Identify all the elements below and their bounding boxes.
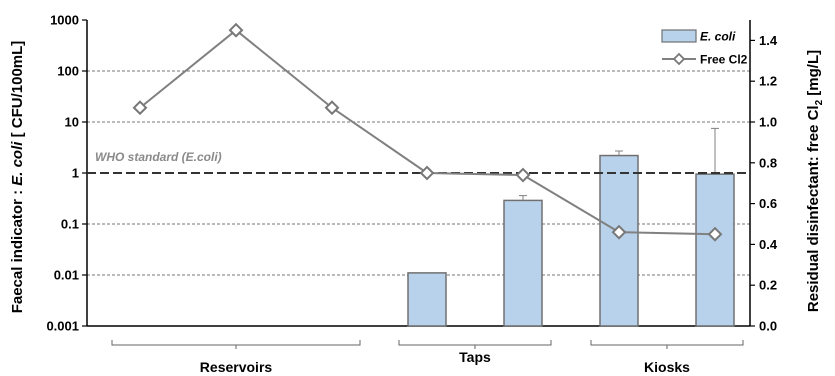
y-left-tick-label: 0.1 [61,217,79,232]
legend-label-free-cl2: Free Cl2 [700,53,748,67]
y-left-tick-label: 10 [65,115,79,130]
y-left-tick-label: 1 [72,166,79,181]
y-right-axis-title: Residual disinfectant: free Cl2 [mg/L] [805,50,825,312]
free-cl2-point [707,226,723,242]
free-cl2-point [515,167,531,183]
group-label: Reservoirs [200,359,273,375]
y-left-title-part: E. coli [9,141,26,186]
ecoli-bar [695,173,735,327]
free-cl2-point [611,224,627,240]
group-label: Taps [459,349,491,365]
y-left-tick-label: 100 [57,64,79,79]
y-right-tick-label: 0.2 [759,278,777,293]
free-cl2-point [419,165,435,181]
y-right-tick-label: 0.4 [759,237,778,252]
y-right-tick-label: 0.0 [759,319,777,334]
y-right-title-part: [mg/L] [805,50,822,100]
ecoli-bar [503,199,543,327]
group-bracket [111,340,361,346]
free-cl2-point [324,100,340,116]
y-right-tick-label: 1.4 [759,33,778,48]
ecoli-bar [407,272,447,327]
y-right-title-part: Residual disinfectant: free Cl [805,105,822,312]
y-left-title-part: Faecal indicator : [9,186,26,314]
group-bracket [590,340,744,346]
who-reference-label: WHO standard (E.coli) [95,150,222,164]
y-right-tick-label: 1.2 [759,74,777,89]
y-left-tick-label: 0.001 [46,319,79,334]
y-right-title-part: 2 [814,99,825,105]
legend-marker-free-cl2 [672,52,686,66]
y-right-tick-label: 0.6 [759,196,777,211]
y-left-axis-title: Faecal indicator : E. coli [ CFU/100mL] [9,41,26,314]
y-left-title-part: [ CFU/100mL] [9,41,26,142]
y-left-tick-label: 0.01 [54,268,79,283]
group-label: Kiosks [644,359,690,375]
legend-label-ecoli: E. coli [700,30,736,44]
y-right-tick-label: 0.8 [759,155,777,170]
y-left-tick-label: 1000 [50,13,79,28]
free-cl2-point [228,22,244,38]
free-cl2-point [132,100,148,116]
legend-swatch-ecoli [661,29,697,43]
y-right-tick-label: 1.0 [759,115,777,130]
ecoli-bar [599,154,639,327]
group-bracket [398,340,552,346]
